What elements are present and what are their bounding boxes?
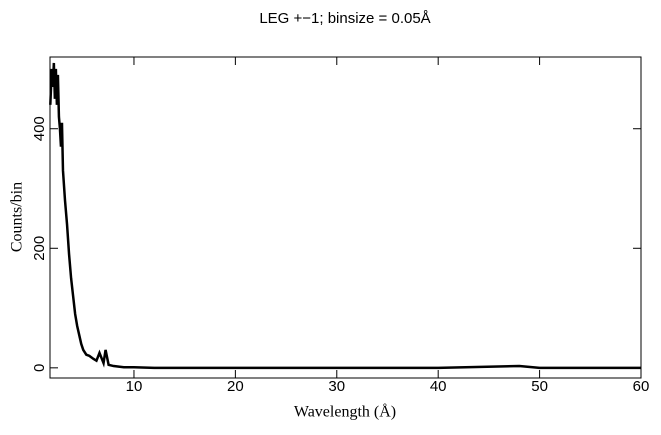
x-tick-label: 10 bbox=[126, 378, 143, 395]
x-tick-label: 30 bbox=[328, 378, 345, 395]
chart-title: LEG +−1; binsize = 0.05Å bbox=[259, 10, 430, 27]
x-tick-label: 20 bbox=[227, 378, 244, 395]
plot-frame bbox=[49, 56, 642, 379]
x-tick-label: 40 bbox=[430, 378, 447, 395]
x-axis-label: Wavelength (Å) bbox=[294, 403, 396, 421]
y-tick-label: 200 bbox=[31, 236, 48, 261]
y-tick-label: 400 bbox=[31, 116, 48, 141]
y-tick-label: 0 bbox=[31, 364, 48, 372]
spectrum-line bbox=[49, 62, 641, 370]
x-tick-label: 60 bbox=[633, 378, 650, 395]
y-axis-label: Counts/bin bbox=[9, 182, 26, 252]
x-tick-label: 50 bbox=[531, 378, 548, 395]
